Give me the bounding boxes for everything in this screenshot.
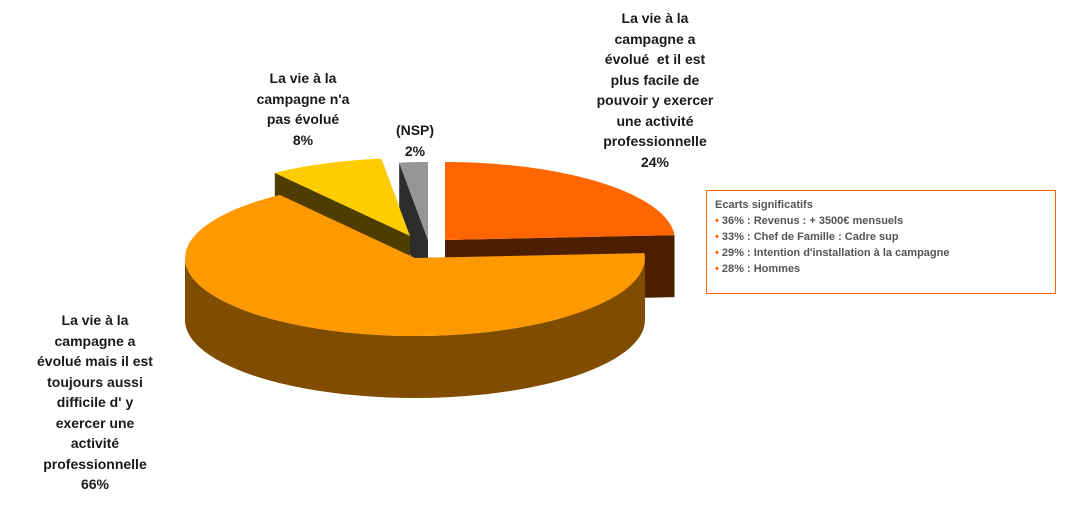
- slice: [185, 194, 645, 398]
- slice-label: La vie à la campagne n'a pas évolué 8%: [257, 68, 350, 150]
- annotation-box: Ecarts significatifs 36% : Revenus : + 3…: [706, 190, 1056, 294]
- slice-top: [274, 158, 410, 236]
- value-label: 8%: [292, 131, 314, 148]
- slice-label: La vie à la campagne a évolué mais il es…: [37, 310, 153, 495]
- annotation-item: 29% : Intention d'installation à la camp…: [715, 245, 1047, 261]
- slice-top: [185, 194, 645, 336]
- slice-label: (NSP) 2%: [396, 120, 434, 161]
- annotation-item: 33% : Chef de Famille : Cadre sup: [715, 229, 1047, 245]
- slice-top: [399, 162, 428, 240]
- annotation-title: Ecarts significatifs: [715, 199, 813, 211]
- slice-label: La vie à la campagne a évolué et il est …: [597, 8, 714, 172]
- slice-outer-wall: [185, 258, 645, 398]
- value-label: 24%: [640, 153, 670, 170]
- annotation-item: 36% : Revenus : + 3500€ mensuels: [715, 213, 1047, 229]
- annotation-item: 28% : Hommes: [715, 261, 1047, 277]
- category-label: La vie à la campagne a évolué et il est …: [596, 10, 714, 149]
- slice-top: [445, 162, 675, 240]
- category-label: (NSP): [395, 122, 435, 138]
- value-label: 66%: [80, 476, 110, 492]
- value-label: 2%: [404, 142, 426, 159]
- category-label: La vie à la campagne n'a pas évolué: [256, 70, 350, 127]
- category-label: La vie à la campagne a évolué mais il es…: [37, 312, 153, 472]
